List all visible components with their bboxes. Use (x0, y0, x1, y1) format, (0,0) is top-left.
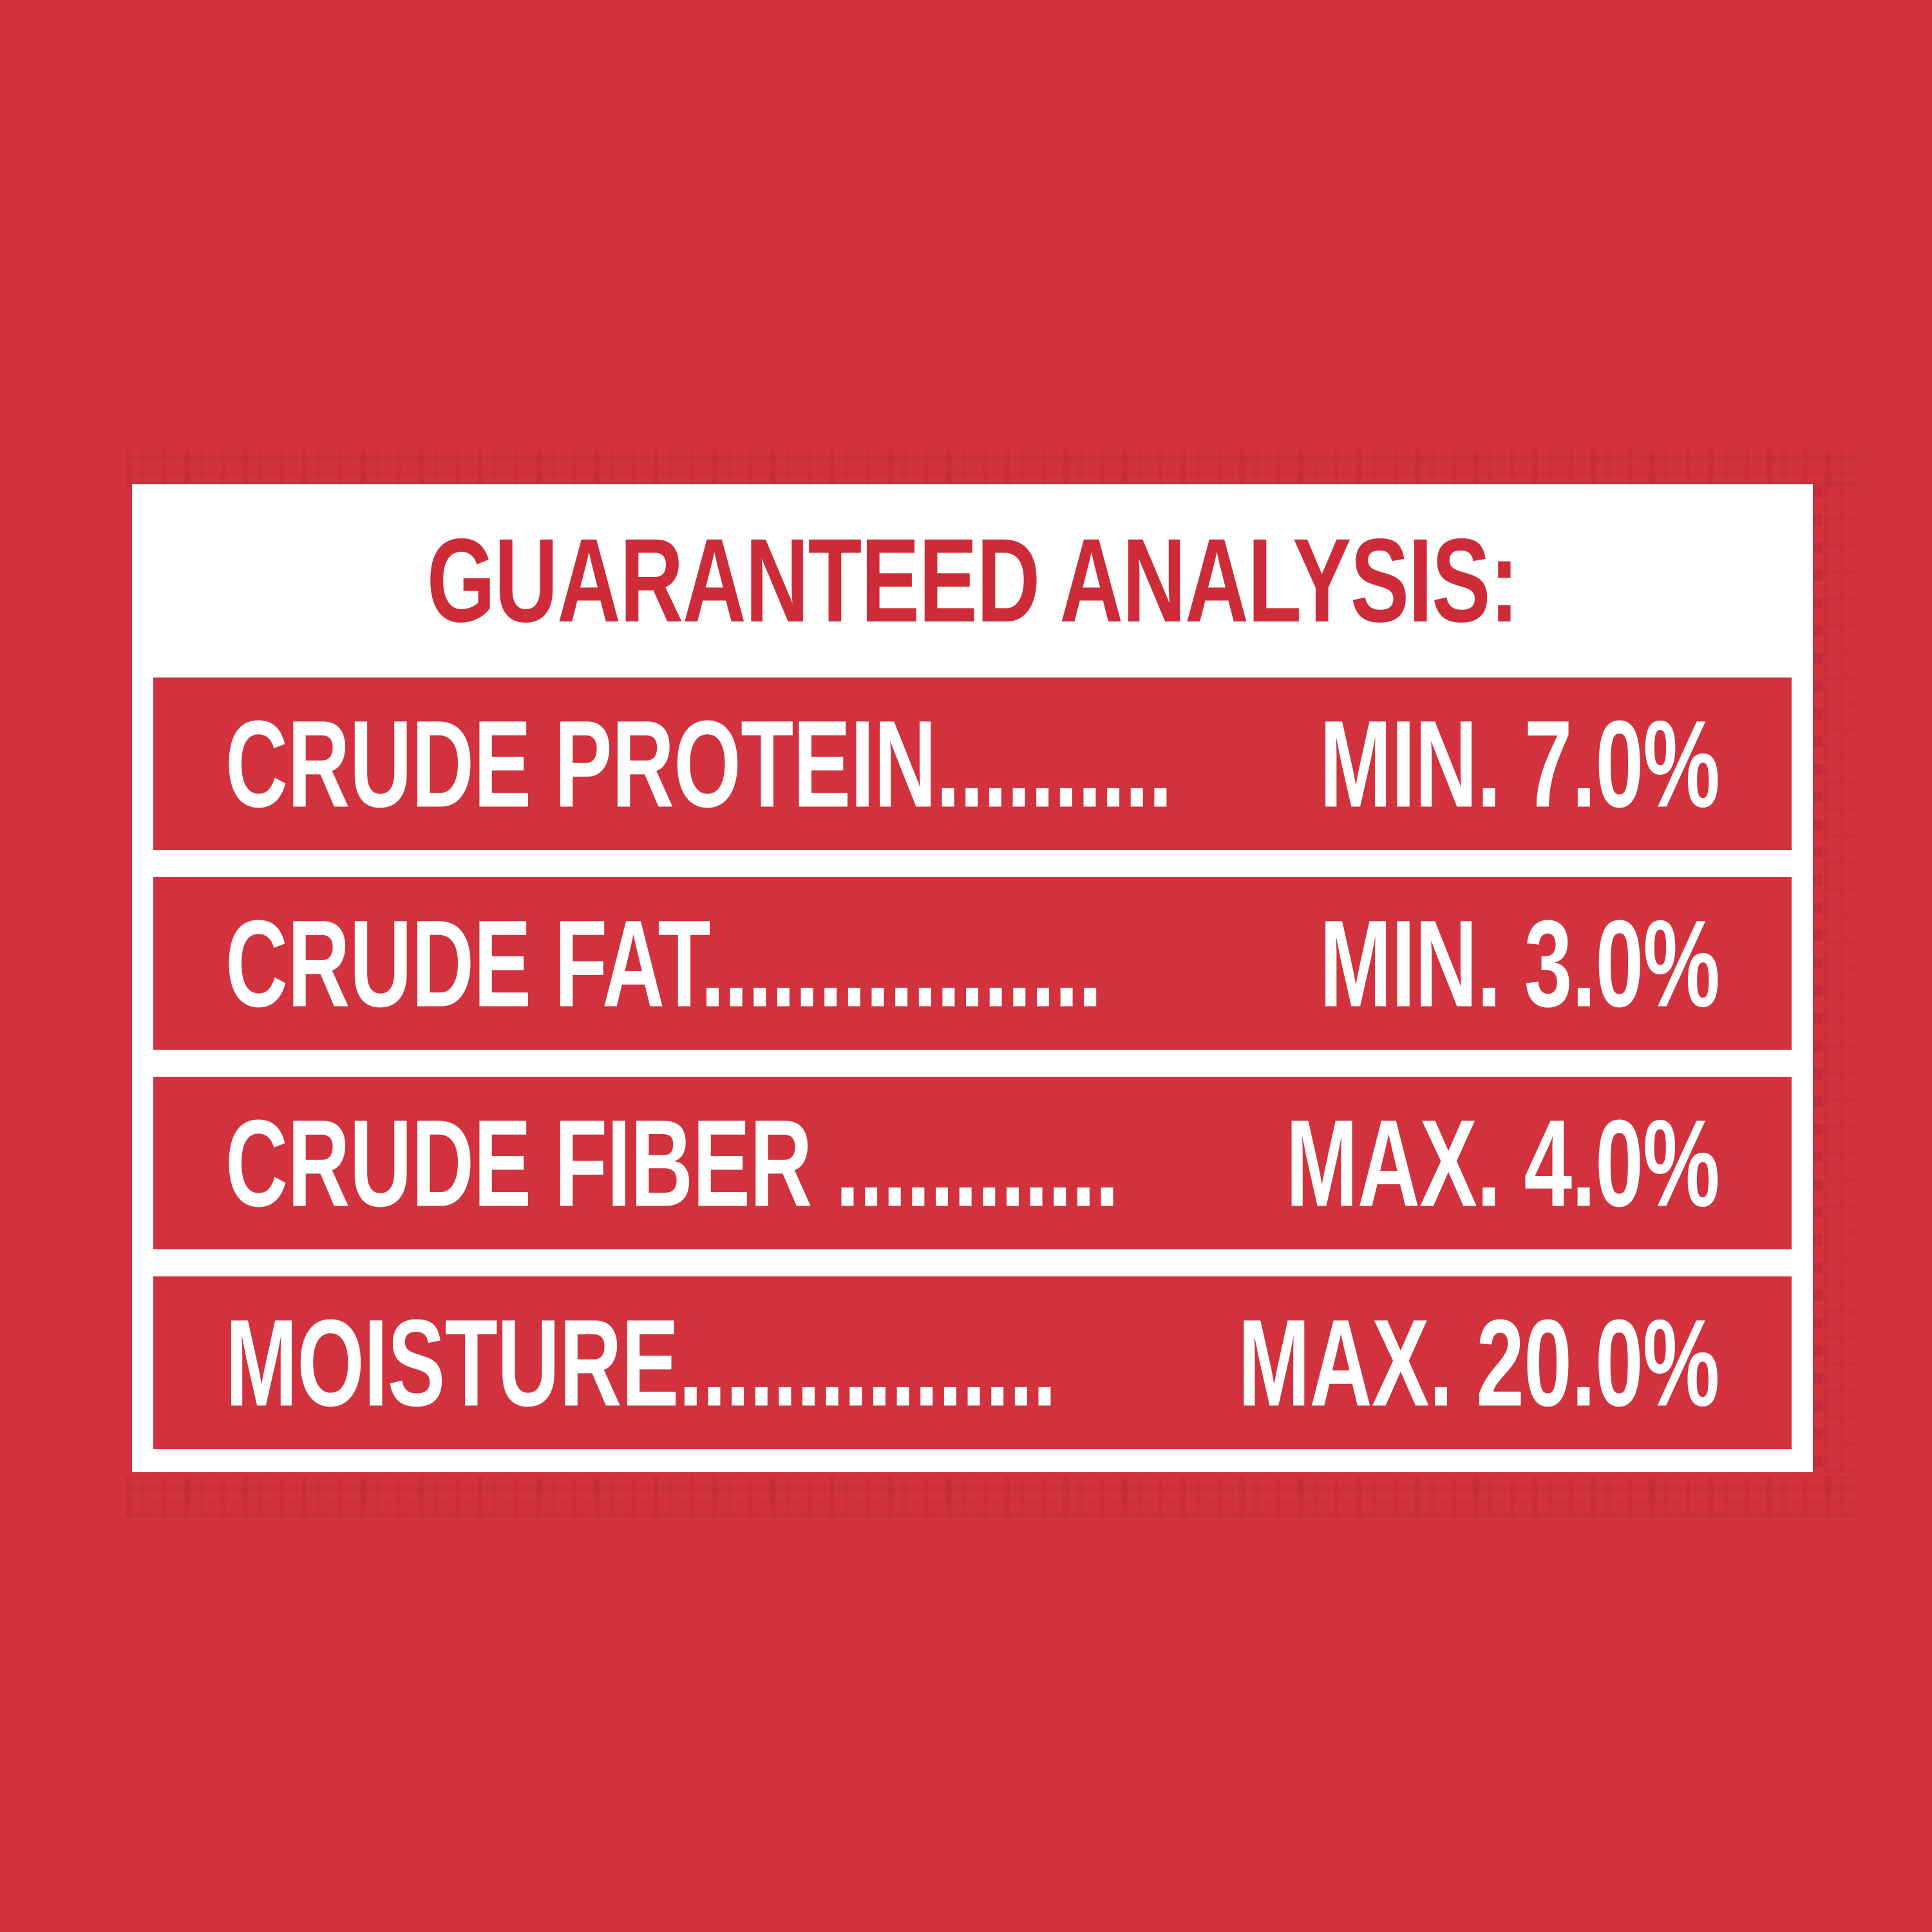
label-edge-texture-bottom (126, 1476, 1858, 1517)
label-edge-dashed-line-right (1814, 487, 1823, 1472)
row-label: CRUDE PROTEIN.......... (225, 694, 1173, 833)
label-edge-texture-top (126, 450, 1858, 487)
analysis-row-crude-protein: CRUDE PROTEIN.......... MIN. 7.0% (153, 677, 1792, 850)
row-label: CRUDE FIBER ............ (225, 1094, 1119, 1233)
panel-header: GUARANTEED ANALYSIS: (153, 484, 1792, 677)
row-value: MIN. 7.0% (1319, 694, 1720, 833)
analysis-row-crude-fat: CRUDE FAT................. MIN. 3.0% (153, 877, 1792, 1050)
row-label: MOISTURE................ (225, 1293, 1057, 1432)
label-edge-texture-right (1824, 487, 1857, 1472)
row-value: MAX. 20.0% (1238, 1293, 1720, 1432)
row-value: MIN. 3.0% (1319, 894, 1720, 1033)
analysis-row-moisture: MOISTURE................ MAX. 20.0% (153, 1276, 1792, 1449)
guaranteed-analysis-panel: GUARANTEED ANALYSIS: CRUDE PROTEIN......… (132, 484, 1813, 1472)
row-label: CRUDE FAT................. (225, 894, 1102, 1033)
analysis-row-crude-fiber: CRUDE FIBER ............ MAX. 4.0% (153, 1077, 1792, 1249)
row-value: MAX. 4.0% (1285, 1094, 1720, 1233)
panel-title: GUARANTEED ANALYSIS: (426, 515, 1519, 647)
